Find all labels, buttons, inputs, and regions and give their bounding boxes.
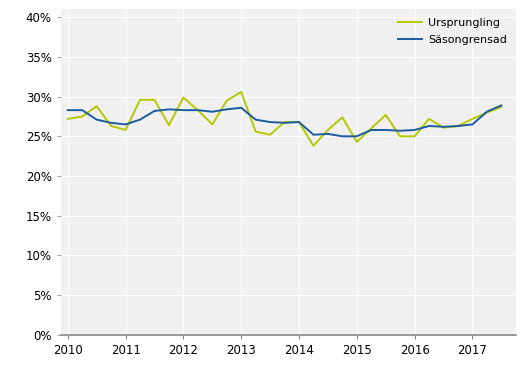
Säsongrensad [252, 118, 259, 122]
Ursprungling [108, 124, 114, 128]
Ursprungling [484, 110, 490, 115]
Säsongrensad [311, 132, 317, 137]
Säsongrensad [469, 122, 476, 127]
Ursprungling [122, 128, 129, 132]
Ursprungling [325, 128, 331, 132]
Ursprungling [94, 104, 100, 108]
Säsongrensad [353, 134, 360, 139]
Säsongrensad [180, 108, 187, 112]
Ursprungling [209, 122, 215, 127]
Säsongrensad [455, 124, 461, 128]
Ursprungling [353, 139, 360, 144]
Ursprungling [469, 116, 476, 121]
Ursprungling [498, 105, 505, 109]
Ursprungling [368, 126, 375, 131]
Ursprungling [137, 98, 143, 102]
Ursprungling [65, 116, 71, 121]
Säsongrensad [209, 110, 215, 114]
Säsongrensad [108, 121, 114, 125]
Ursprungling [238, 90, 244, 94]
Säsongrensad [267, 120, 273, 124]
Säsongrensad [238, 105, 244, 110]
Ursprungling [455, 124, 461, 128]
Ursprungling [412, 134, 418, 139]
Säsongrensad [397, 129, 403, 133]
Ursprungling [296, 120, 302, 124]
Legend: Ursprungling, Säsongrensad: Ursprungling, Säsongrensad [395, 15, 510, 48]
Säsongrensad [382, 128, 389, 132]
Ursprungling [397, 134, 403, 139]
Ursprungling [79, 114, 85, 119]
Säsongrensad [426, 124, 432, 128]
Ursprungling [151, 98, 158, 102]
Säsongrensad [325, 132, 331, 136]
Säsongrensad [281, 121, 288, 125]
Säsongrensad [368, 128, 375, 132]
Ursprungling [166, 123, 172, 127]
Ursprungling [440, 125, 446, 130]
Säsongrensad [195, 108, 201, 112]
Säsongrensad [166, 107, 172, 112]
Säsongrensad [65, 108, 71, 112]
Säsongrensad [412, 128, 418, 132]
Säsongrensad [122, 122, 129, 127]
Säsongrensad [79, 108, 85, 112]
Säsongrensad [94, 118, 100, 122]
Säsongrensad [224, 107, 230, 112]
Ursprungling [180, 95, 187, 100]
Ursprungling [311, 144, 317, 148]
Säsongrensad [137, 118, 143, 122]
Line: Ursprungling: Ursprungling [68, 92, 501, 146]
Säsongrensad [484, 110, 490, 114]
Ursprungling [426, 116, 432, 121]
Säsongrensad [498, 103, 505, 108]
Ursprungling [252, 129, 259, 134]
Ursprungling [195, 108, 201, 112]
Säsongrensad [339, 134, 345, 139]
Ursprungling [281, 120, 288, 124]
Säsongrensad [296, 120, 302, 124]
Ursprungling [339, 115, 345, 119]
Line: Säsongrensad: Säsongrensad [68, 105, 501, 136]
Ursprungling [382, 113, 389, 117]
Säsongrensad [440, 124, 446, 129]
Ursprungling [267, 132, 273, 137]
Säsongrensad [151, 108, 158, 113]
Ursprungling [224, 98, 230, 103]
